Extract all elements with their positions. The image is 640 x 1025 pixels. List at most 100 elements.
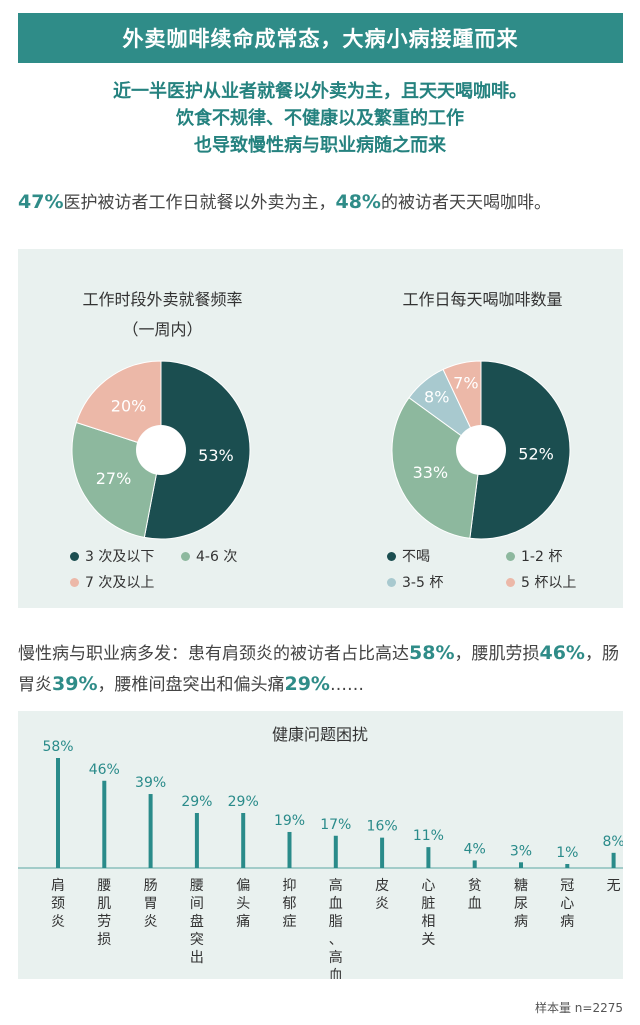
bar-10: [472, 860, 477, 868]
pie2-legend-item-2: 1-2 杯: [506, 546, 562, 566]
legend-label: 5 杯以上: [521, 575, 577, 591]
stat2-text-2: ，腰肌劳损: [454, 644, 540, 664]
legend-swatch: [506, 551, 515, 561]
bar-9: [426, 847, 431, 868]
legend-swatch: [181, 551, 190, 561]
bar-category-label-7: 高血脂、高血压: [329, 877, 343, 979]
pie1-title: 工作时段外卖就餐频率: [82, 290, 243, 309]
pie2-slice-label-1: 52%: [518, 444, 554, 463]
bar-1: [56, 758, 60, 868]
bar-11: [519, 862, 523, 868]
legend-label: 不喝: [402, 549, 430, 565]
pie2-slice-label-2: 33%: [413, 463, 449, 482]
bar-category-label-8: 皮炎: [375, 878, 389, 912]
pie2-slice-1: [469, 360, 571, 540]
stat2-text-1: 慢性病与职业病多发：患有肩颈炎的被访者占比高达: [18, 644, 409, 664]
stat2-text-3: ，肠胃炎: [18, 644, 619, 695]
bar-category-label-6: 抑郁症: [283, 878, 297, 930]
sample-size-note: 样本量 n=2275: [534, 1001, 623, 1015]
stat-text-coffee: 的被访者天天喝咖啡。: [380, 193, 551, 213]
bar-category-label-3: 肠胃炎: [144, 878, 158, 930]
pie2-slice-2: [391, 396, 482, 539]
pie1-slice-label-2: 27%: [96, 469, 132, 488]
bar-value-label-11: 3%: [510, 843, 532, 859]
legend-swatch: [70, 577, 79, 587]
pie2-legend-item-1: 不喝: [387, 546, 430, 566]
stat2-pct-1: 58%: [409, 642, 455, 664]
subtitle: 近一半医护从业者就餐以外卖为主，且天天喝咖啡。 饮食不规律、不健康以及繁重的工作…: [0, 78, 640, 159]
bar-category-label-2: 腰肌劳损: [97, 878, 111, 948]
bar-category-label-4: 腰间盘突出: [190, 878, 204, 966]
legend-swatch: [506, 577, 515, 587]
pie2-slice-label-3: 8%: [424, 388, 449, 407]
bar-7: [333, 835, 338, 868]
stat-text-takeout: 医护被访者工作日就餐以外卖为主，: [63, 193, 336, 213]
stat2-pct-2: 46%: [539, 642, 585, 664]
bar-value-label-4: 29%: [181, 794, 212, 810]
legend-swatch: [387, 551, 396, 561]
pie1-slice-label-1: 53%: [198, 446, 234, 465]
bar-5: [241, 813, 246, 868]
bar-value-label-12: 1%: [556, 845, 578, 861]
pie1-subtitle: （一周内）: [122, 320, 203, 339]
bar-value-label-6: 19%: [274, 813, 305, 829]
bar-value-label-1: 58%: [42, 739, 73, 755]
bar-8: [380, 837, 385, 868]
bar-category-label-13: 无: [607, 878, 621, 894]
banner-title: 外卖咖啡续命成常态，大病小病接踵而来: [18, 13, 623, 63]
bar-value-label-5: 29%: [228, 794, 259, 810]
legend-swatch: [70, 551, 79, 561]
stat-pct-coffee: 48%: [335, 191, 381, 213]
takeout-coffee-stat: 47%医护被访者工作日就餐以外卖为主，48%的被访者天天喝咖啡。: [18, 188, 551, 213]
bar-chart-health-issues: 58% 肩颈炎 46% 腰肌劳损 39% 肠胃炎 29% 腰间盘突出 29% 偏头痛 19% 抑郁症 1…: [18, 739, 623, 979]
pie1-slice-1: [143, 360, 251, 540]
subtitle-line-2: 饮食不规律、不健康以及繁重的工作: [176, 108, 464, 129]
bar-category-label-10: 贫血: [468, 878, 482, 912]
legend-label: 1-2 杯: [521, 549, 563, 565]
bar-value-label-3: 39%: [135, 775, 166, 791]
subtitle-line-1: 近一半医护从业者就餐以外卖为主，且天天喝咖啡。: [113, 81, 527, 102]
pie1-center-hole: [136, 425, 186, 475]
bar-panel: [18, 711, 623, 979]
pie2-title: 工作日每天喝咖啡数量: [402, 290, 563, 309]
pie-chart-coffee: 52% 33% 8%7%: [391, 360, 571, 540]
legend-label: 7 次及以上: [85, 575, 155, 591]
pie1-legend-item-3: 7 次及以上: [70, 572, 154, 592]
bar-value-label-2: 46%: [89, 762, 120, 778]
bar-3: [148, 794, 153, 868]
bar-6: [287, 831, 292, 868]
pie2-legend-item-3: 3-5 杯: [387, 572, 443, 592]
bar-2: [102, 780, 107, 868]
legend-swatch: [387, 577, 396, 587]
stat2-pct-4: 29%: [284, 673, 330, 695]
pie1-legend-item-1: 3 次及以下: [70, 546, 154, 566]
bar-category-label-12: 冠心病: [560, 878, 574, 930]
bar-value-label-13: 8%: [602, 834, 623, 850]
subtitle-line-3: 也导致慢性病与职业病随之而来: [194, 135, 446, 156]
pie2-slice-label-4: 7%: [453, 373, 478, 392]
stat-pct-takeout: 47%: [18, 191, 64, 213]
bar-value-label-8: 16%: [367, 819, 398, 835]
pie2-legend-item-4: 5 杯以上: [506, 572, 576, 592]
pie-chart-takeout: 53% 27% 20%: [71, 360, 251, 540]
bar-category-label-5: 偏头痛: [236, 878, 250, 930]
chronic-disease-stat: 慢性病与职业病多发：患有肩颈炎的被访者占比高达58%，腰肌劳损46%，肠胃炎39…: [18, 638, 623, 700]
legend-label: 3-5 杯: [402, 575, 444, 591]
bar-category-label-11: 糖尿病: [514, 878, 528, 930]
bar-value-label-9: 11%: [413, 828, 444, 844]
legend-label: 3 次及以下: [85, 549, 155, 565]
bar-12: [565, 864, 570, 868]
bar-13: [611, 852, 616, 868]
stat2-text-5: ……: [329, 675, 364, 695]
pie2-center-hole: [456, 425, 506, 475]
bar-category-label-9: 心脏相关: [421, 878, 435, 948]
legend-label: 4-6 次: [196, 549, 238, 565]
bar-category-label-1: 肩颈炎: [51, 878, 65, 930]
bar-value-label-7: 17%: [320, 817, 351, 833]
stat2-pct-3: 39%: [52, 673, 98, 695]
pie1-slice-label-3: 20%: [111, 396, 147, 415]
pie1-legend-item-2: 4-6 次: [181, 546, 237, 566]
pie1-slice-3: [75, 360, 162, 451]
bar-value-label-10: 4%: [464, 841, 486, 857]
bar-4: [194, 813, 199, 868]
